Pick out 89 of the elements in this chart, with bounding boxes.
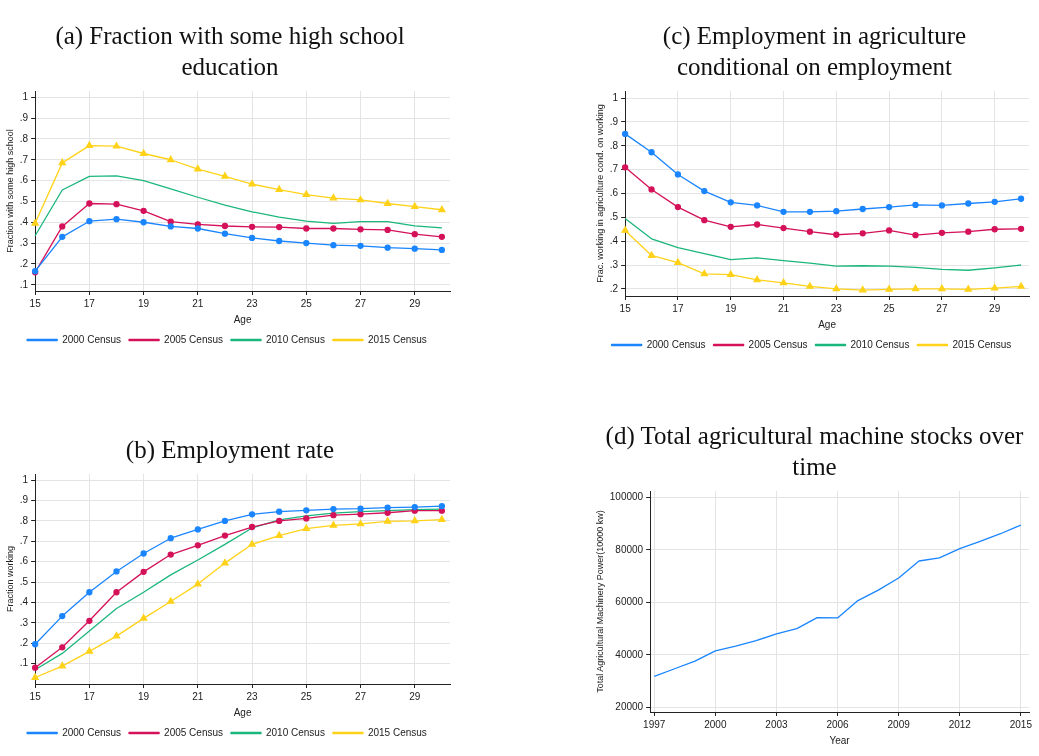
legend-label: 2015 Census (367, 333, 427, 345)
x-tick-label: 15 (619, 302, 632, 314)
y-tick-label: .5 (609, 211, 619, 223)
x-tick-label: 23 (830, 302, 843, 314)
y-tick-label: .7 (19, 535, 29, 547)
legend-label: 2015 Census (367, 726, 427, 738)
legend-label: 2005 Census (164, 726, 224, 738)
x-axis-title: Age (233, 313, 252, 325)
y-tick-label: .8 (609, 139, 619, 151)
y-tick-label: 1 (22, 91, 29, 102)
y-tick-label: 80000 (615, 543, 644, 555)
x-axis-title: Year (829, 734, 851, 746)
x-tick-label: 17 (83, 690, 96, 702)
legend-label: 2010 Census (266, 726, 325, 738)
x-tick-label: 27 (936, 302, 948, 314)
y-tick-label: .6 (19, 174, 29, 186)
x-tick-label: 25 (300, 297, 313, 309)
x-tick-label: 2015 (1009, 718, 1033, 730)
y-tick-label: .7 (19, 153, 29, 165)
y-tick-label: .5 (19, 575, 29, 587)
y-axis-title: Frac. working in agriculture cond. on working (594, 104, 605, 283)
y-axis-title: Fraction with some high school (4, 129, 15, 253)
x-tick-label: 2009 (887, 718, 911, 730)
x-tick-label: 19 (138, 297, 150, 309)
y-tick-label: .9 (19, 111, 29, 123)
x-axis-title: Age (818, 318, 837, 330)
x-tick-label: 25 (300, 690, 313, 702)
x-tick-label: 23 (246, 297, 259, 309)
y-tick-label: 1 (22, 473, 29, 485)
x-tick-label: 17 (83, 297, 96, 309)
x-tick-label: 27 (354, 297, 367, 309)
x-tick-label: 19 (725, 302, 737, 314)
y-tick-label: .4 (609, 234, 619, 246)
chart-title: (c) Employment in agriculture conditional on employment (661, 21, 968, 82)
chart-title: (b) Employment rate (124, 435, 336, 465)
y-tick-label: .3 (19, 236, 29, 248)
y-tick-label: .1 (19, 278, 29, 290)
legend-label: 2010 Census (850, 338, 910, 350)
chart-title: (d) Total agricultural machine stocks over time (604, 421, 1025, 482)
x-tick-label: 17 (672, 302, 684, 314)
y-tick-label: .3 (19, 616, 29, 628)
legend-label: 2010 Census (266, 333, 325, 345)
x-tick-label: 2012 (948, 718, 972, 730)
x-tick-label: 21 (777, 302, 790, 314)
y-tick-label: .4 (19, 216, 29, 227)
x-tick-label: 2000 (704, 718, 727, 730)
y-tick-label: 100000 (609, 491, 644, 503)
x-tick-label: 2006 (826, 718, 850, 730)
legend-label: 2000 Census (646, 338, 706, 350)
x-tick-label: 23 (246, 690, 259, 702)
x-tick-label: 15 (29, 297, 42, 309)
y-tick-label: .9 (609, 115, 619, 127)
y-tick-label: .5 (19, 195, 29, 207)
y-tick-label: .3 (609, 258, 619, 270)
x-tick-label: 27 (354, 690, 367, 702)
y-tick-label: 1 (612, 91, 619, 103)
x-tick-label: 29 (409, 297, 421, 309)
legend-label: 2000 Census (62, 726, 122, 738)
x-tick-label: 29 (409, 690, 421, 702)
legend-label: 2005 Census (748, 338, 808, 350)
y-tick-label: 60000 (615, 596, 644, 608)
x-tick-label: 15 (29, 690, 42, 702)
y-axis-title: Fraction working (4, 545, 15, 613)
y-tick-label: .8 (19, 514, 29, 526)
y-tick-label: .7 (609, 163, 619, 175)
x-tick-label: 21 (192, 690, 204, 702)
x-tick-label: 25 (883, 302, 896, 314)
y-tick-label: .2 (19, 257, 29, 269)
chart-title: (a) Fraction with some high school education (54, 21, 406, 82)
y-tick-label: .8 (19, 132, 29, 144)
x-tick-label: 2003 (765, 718, 789, 730)
y-tick-label: .2 (19, 636, 29, 648)
x-tick-label: 21 (192, 297, 204, 309)
legend-label: 2015 Census (952, 338, 1012, 350)
y-tick-label: 20000 (615, 701, 644, 713)
y-tick-label: 40000 (615, 648, 644, 660)
y-tick-label: .4 (19, 596, 29, 608)
y-tick-label: .1 (19, 657, 29, 669)
y-axis-title: Total Agricultural Machinery Power(10000 kw) (594, 510, 605, 693)
x-axis-title: Age (233, 706, 252, 718)
x-tick-label: 1997 (643, 718, 666, 730)
y-tick-label: .9 (19, 494, 29, 506)
y-tick-label: .6 (609, 187, 619, 199)
legend-label: 2000 Census (62, 333, 122, 345)
x-tick-label: 19 (138, 690, 150, 702)
y-tick-label: .2 (609, 282, 619, 294)
legend-label: 2005 Census (164, 333, 224, 345)
y-tick-label: .6 (19, 555, 29, 567)
x-tick-label: 29 (989, 302, 1001, 314)
